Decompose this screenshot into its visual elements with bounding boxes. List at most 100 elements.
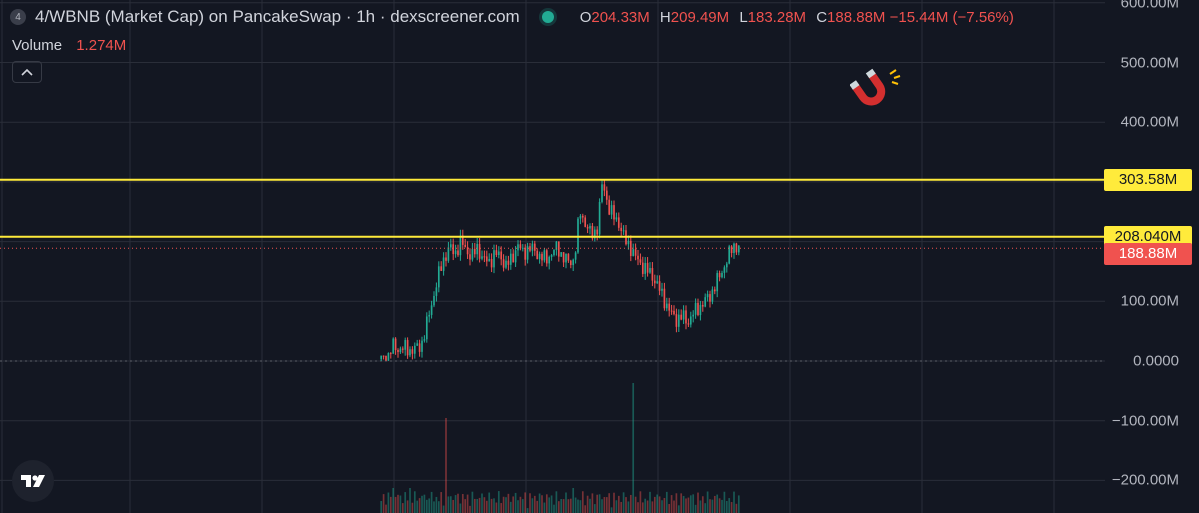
candle-body (459, 235, 462, 256)
symbol-title[interactable]: 4/WBNB (Market Cap) on PancakeSwap · 1h … (35, 7, 520, 26)
volume-bar (389, 496, 392, 513)
candle-body (649, 268, 651, 273)
volume-bar (514, 492, 517, 513)
volume-bar (545, 494, 548, 513)
candle-body (478, 243, 481, 259)
candle-body (581, 215, 584, 218)
candle-body (514, 250, 517, 263)
candle-body (394, 338, 397, 351)
last-price-label: 188.88M (1104, 243, 1192, 266)
volume-bar (625, 497, 627, 513)
volume-bar (387, 492, 390, 513)
candle-body (579, 215, 582, 219)
candle-body (382, 355, 385, 357)
volume-legend[interactable]: Volume 1.274M (12, 37, 126, 54)
volume-bar (711, 499, 714, 513)
candle-body (685, 310, 687, 324)
volume-bar (430, 491, 433, 513)
candle-body (526, 246, 529, 260)
volume-bar (428, 498, 431, 513)
volume-bar (401, 503, 404, 513)
candle-body (697, 302, 699, 316)
volume-bar (440, 492, 443, 513)
candle-body (380, 355, 383, 360)
volume-bar (649, 491, 651, 513)
candle-body (471, 248, 474, 260)
volume-bar (706, 491, 709, 513)
candle-body (435, 287, 438, 296)
volume-label: Volume (12, 37, 63, 54)
volume-bar (701, 496, 704, 513)
candle-body (709, 294, 711, 302)
close-value: 188.88M (827, 8, 886, 26)
magnet-icon[interactable] (849, 68, 906, 117)
candle-body (397, 350, 399, 353)
candle-body (473, 248, 476, 255)
volume-bar (392, 488, 395, 513)
volume-bar (598, 494, 601, 513)
low-label: L (739, 8, 748, 26)
candle-body (553, 250, 555, 256)
volume-bar (541, 495, 543, 513)
volume-bar (692, 494, 695, 513)
volume-bar (445, 418, 447, 513)
volume-bar (730, 502, 733, 513)
volume-bar (673, 500, 675, 513)
candle-body (469, 254, 471, 260)
volume-bar (733, 491, 735, 513)
volume-bar (421, 495, 423, 513)
candle-body (536, 250, 539, 260)
candle-body (404, 340, 407, 350)
volume-bar (586, 495, 589, 513)
volume-bar (617, 495, 620, 513)
axis-tick-label: 100.00M (1120, 292, 1179, 310)
axis-tick-label: 400.00M (1120, 113, 1179, 131)
candle-body (716, 273, 719, 292)
candle-body (421, 340, 423, 352)
horizontal-lines[interactable] (0, 178, 1104, 249)
volume-bar (589, 498, 591, 513)
volume-bar (488, 492, 491, 513)
axis-tick-label: −100.00M (1111, 412, 1179, 430)
candle-body (675, 314, 678, 327)
volume-bar (565, 492, 567, 513)
candle-body (541, 253, 543, 261)
candle-body (593, 229, 596, 239)
low-value: 183.28M (747, 8, 807, 26)
volume-bar (567, 499, 570, 513)
volume-bar (411, 502, 414, 513)
candle-body (481, 256, 483, 259)
volume-bar (603, 497, 606, 513)
candle-body (521, 247, 524, 249)
tradingview-logo[interactable] (12, 460, 54, 502)
candle-body (608, 199, 611, 215)
candle-body (428, 314, 431, 317)
volume-bar (543, 502, 546, 513)
candle-body (545, 250, 548, 264)
volume-bar (409, 488, 411, 513)
axis-tick-label: 600.00M (1120, 0, 1179, 12)
candle-body (389, 353, 392, 355)
candle-body (598, 201, 601, 235)
candle-body (490, 259, 493, 268)
candle-body (670, 310, 673, 312)
resistance-high-label: 303.58M (1104, 168, 1192, 191)
collapse-legend-button[interactable] (12, 61, 42, 83)
volume-bar (517, 500, 519, 513)
volume-bar (502, 496, 505, 513)
volume-bar (382, 494, 385, 513)
volume-bars (380, 383, 740, 513)
volume-bar (459, 503, 462, 513)
high-label: H (659, 8, 671, 26)
candle-body (457, 250, 459, 256)
volume-bar (622, 492, 625, 513)
candle-body (699, 305, 702, 316)
volume-bar (641, 502, 644, 513)
symbol-badge[interactable]: 4 (10, 9, 26, 25)
candle-body (449, 244, 452, 248)
candle-body (529, 246, 531, 251)
candle-body (718, 273, 721, 278)
volume-bar (661, 500, 663, 513)
resistance-low-label: 208.040M (1104, 225, 1192, 248)
